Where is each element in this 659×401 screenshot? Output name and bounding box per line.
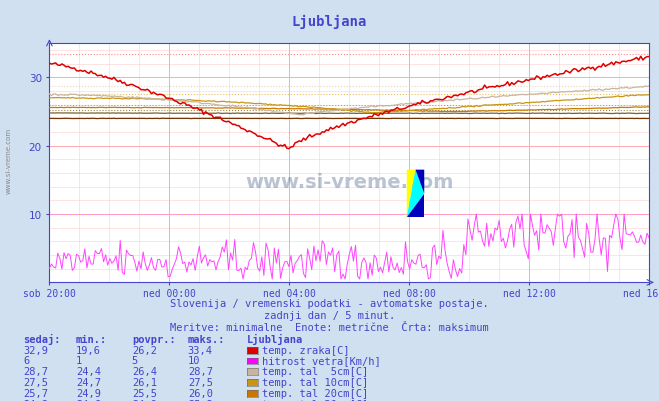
- Text: Ljubljana: Ljubljana: [247, 333, 303, 344]
- Text: Meritve: minimalne  Enote: metrične  Črta: maksimum: Meritve: minimalne Enote: metrične Črta:…: [170, 322, 489, 332]
- Text: 19,6: 19,6: [76, 345, 101, 354]
- Text: 27,5: 27,5: [188, 377, 213, 387]
- Text: 24,9: 24,9: [132, 399, 157, 401]
- Text: 32,9: 32,9: [23, 345, 48, 354]
- Text: 10: 10: [188, 356, 200, 365]
- Text: zadnji dan / 5 minut.: zadnji dan / 5 minut.: [264, 310, 395, 320]
- Text: 5: 5: [132, 356, 138, 365]
- Text: 26,2: 26,2: [132, 345, 157, 354]
- Text: 28,7: 28,7: [188, 367, 213, 376]
- Text: 33,4: 33,4: [188, 345, 213, 354]
- Text: hitrost vetra[Km/h]: hitrost vetra[Km/h]: [262, 356, 380, 365]
- Text: maks.:: maks.:: [188, 334, 225, 344]
- Text: www.si-vreme.com: www.si-vreme.com: [5, 128, 12, 193]
- Text: temp. tal  5cm[C]: temp. tal 5cm[C]: [262, 367, 368, 376]
- Text: 1: 1: [76, 356, 82, 365]
- Text: 27,5: 27,5: [23, 377, 48, 387]
- Text: 26,0: 26,0: [188, 388, 213, 398]
- Polygon shape: [407, 194, 424, 218]
- Polygon shape: [415, 170, 424, 194]
- Text: 25,5: 25,5: [132, 388, 157, 398]
- Polygon shape: [407, 170, 424, 218]
- Text: temp. zraka[C]: temp. zraka[C]: [262, 345, 349, 354]
- Text: 24,6: 24,6: [76, 399, 101, 401]
- Text: 25,2: 25,2: [188, 399, 213, 401]
- Text: 24,4: 24,4: [76, 367, 101, 376]
- Text: 26,4: 26,4: [132, 367, 157, 376]
- Text: 26,1: 26,1: [132, 377, 157, 387]
- Text: Slovenija / vremenski podatki - avtomatske postaje.: Slovenija / vremenski podatki - avtomats…: [170, 298, 489, 308]
- Text: min.:: min.:: [76, 334, 107, 344]
- Text: temp. tal 20cm[C]: temp. tal 20cm[C]: [262, 388, 368, 398]
- Text: 25,7: 25,7: [23, 388, 48, 398]
- Text: 28,7: 28,7: [23, 367, 48, 376]
- Text: Ljubljana: Ljubljana: [292, 15, 367, 29]
- Text: 24,7: 24,7: [76, 377, 101, 387]
- Text: temp. tal 30cm[C]: temp. tal 30cm[C]: [262, 399, 368, 401]
- Text: 6: 6: [23, 356, 29, 365]
- Text: 24,8: 24,8: [23, 399, 48, 401]
- Text: povpr.:: povpr.:: [132, 334, 175, 344]
- Polygon shape: [407, 170, 415, 218]
- Text: sedaj:: sedaj:: [23, 333, 61, 344]
- Text: temp. tal 10cm[C]: temp. tal 10cm[C]: [262, 377, 368, 387]
- Text: 24,9: 24,9: [76, 388, 101, 398]
- Text: www.si-vreme.com: www.si-vreme.com: [245, 173, 453, 192]
